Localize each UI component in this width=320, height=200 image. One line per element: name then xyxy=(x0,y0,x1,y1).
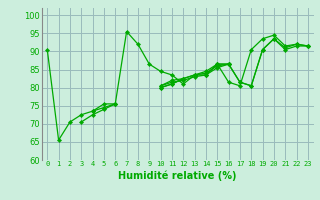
X-axis label: Humidité relative (%): Humidité relative (%) xyxy=(118,170,237,181)
